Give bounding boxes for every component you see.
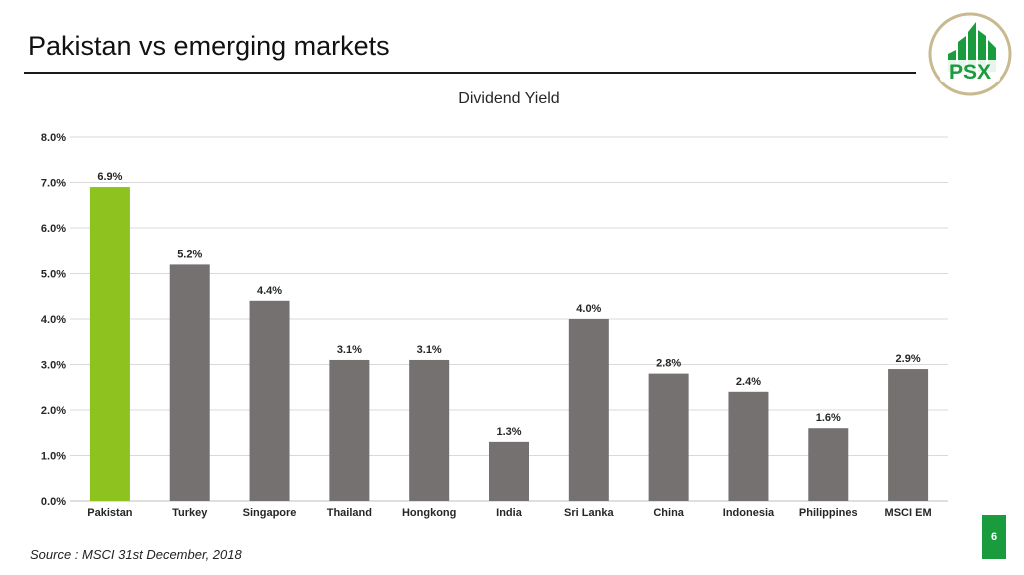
bar-thailand [329, 359, 370, 501]
bar-indonesia [728, 391, 769, 501]
data-label: 2.9% [896, 353, 921, 365]
x-axis-ticks: Pakistan Turkey Singapore Thailand Hongkong I… [87, 507, 931, 519]
x-tick-label: Pakistan [87, 507, 133, 519]
y-axis-ticks: 0.0% 1.0% 2.0% 3.0% 4.0% 5.0% 6.0% 7.0% 8.0% [41, 132, 66, 508]
y-tick-label: 1.0% [41, 451, 66, 463]
data-label: 2.8% [656, 358, 681, 370]
data-label: 4.0% [576, 303, 601, 315]
data-label: 6.9% [97, 171, 122, 183]
x-tick-label: India [496, 507, 523, 519]
bar-pakistan [89, 187, 130, 502]
x-tick-label: MSCI EM [885, 507, 932, 519]
bar-hongkong [409, 359, 450, 501]
chart-title: Dividend Yield [458, 90, 559, 107]
gridlines [70, 136, 948, 502]
y-tick-label: 4.0% [41, 314, 66, 326]
data-label: 3.1% [417, 344, 442, 356]
data-label: 3.1% [337, 344, 362, 356]
data-label: 5.2% [177, 248, 202, 260]
x-tick-label: Indonesia [723, 507, 775, 519]
x-tick-label: Philippines [799, 507, 858, 519]
dividend-yield-chart: Dividend Yield 0.0% 1.0% 2.0% 3.0% 4.0% 5.0% 6… [41, 90, 948, 519]
y-tick-label: 0.0% [41, 496, 66, 508]
x-tick-label: Singapore [243, 507, 297, 519]
title-divider [24, 72, 916, 74]
y-tick-label: 3.0% [41, 360, 66, 372]
bar-china [648, 373, 689, 501]
x-tick-label: China [653, 507, 684, 519]
bar-msci-em [888, 369, 929, 501]
y-tick-label: 5.0% [41, 269, 66, 281]
data-label: 1.6% [816, 412, 841, 424]
bars [89, 187, 929, 502]
data-label: 1.3% [496, 426, 521, 438]
data-labels: 6.9% 5.2% 4.4% 3.1% 3.1% 1.3% 4.0% 2.8% 2.4% 1.6%… [97, 171, 920, 438]
y-tick-label: 8.0% [41, 132, 66, 144]
bar-sri-lanka [568, 319, 609, 501]
bar-turkey [169, 264, 210, 501]
psx-logo: PSX [928, 12, 1012, 96]
bar-philippines [808, 428, 849, 501]
slide-title: Pakistan vs emerging markets [28, 31, 390, 61]
y-tick-label: 6.0% [41, 223, 66, 235]
x-tick-label: Thailand [327, 507, 372, 519]
x-tick-label: Sri Lanka [564, 507, 614, 519]
logo-text: PSX [949, 61, 991, 84]
y-tick-label: 2.0% [41, 405, 66, 417]
x-tick-label: Hongkong [402, 507, 456, 519]
data-label: 2.4% [736, 376, 761, 388]
bar-singapore [249, 300, 290, 501]
source-note: Source : MSCI 31st December, 2018 [30, 547, 242, 562]
data-label: 4.4% [257, 285, 282, 297]
page-number: 6 [982, 515, 1006, 559]
bar-india [489, 441, 529, 501]
x-tick-label: Turkey [172, 507, 208, 519]
y-tick-label: 7.0% [41, 178, 66, 190]
